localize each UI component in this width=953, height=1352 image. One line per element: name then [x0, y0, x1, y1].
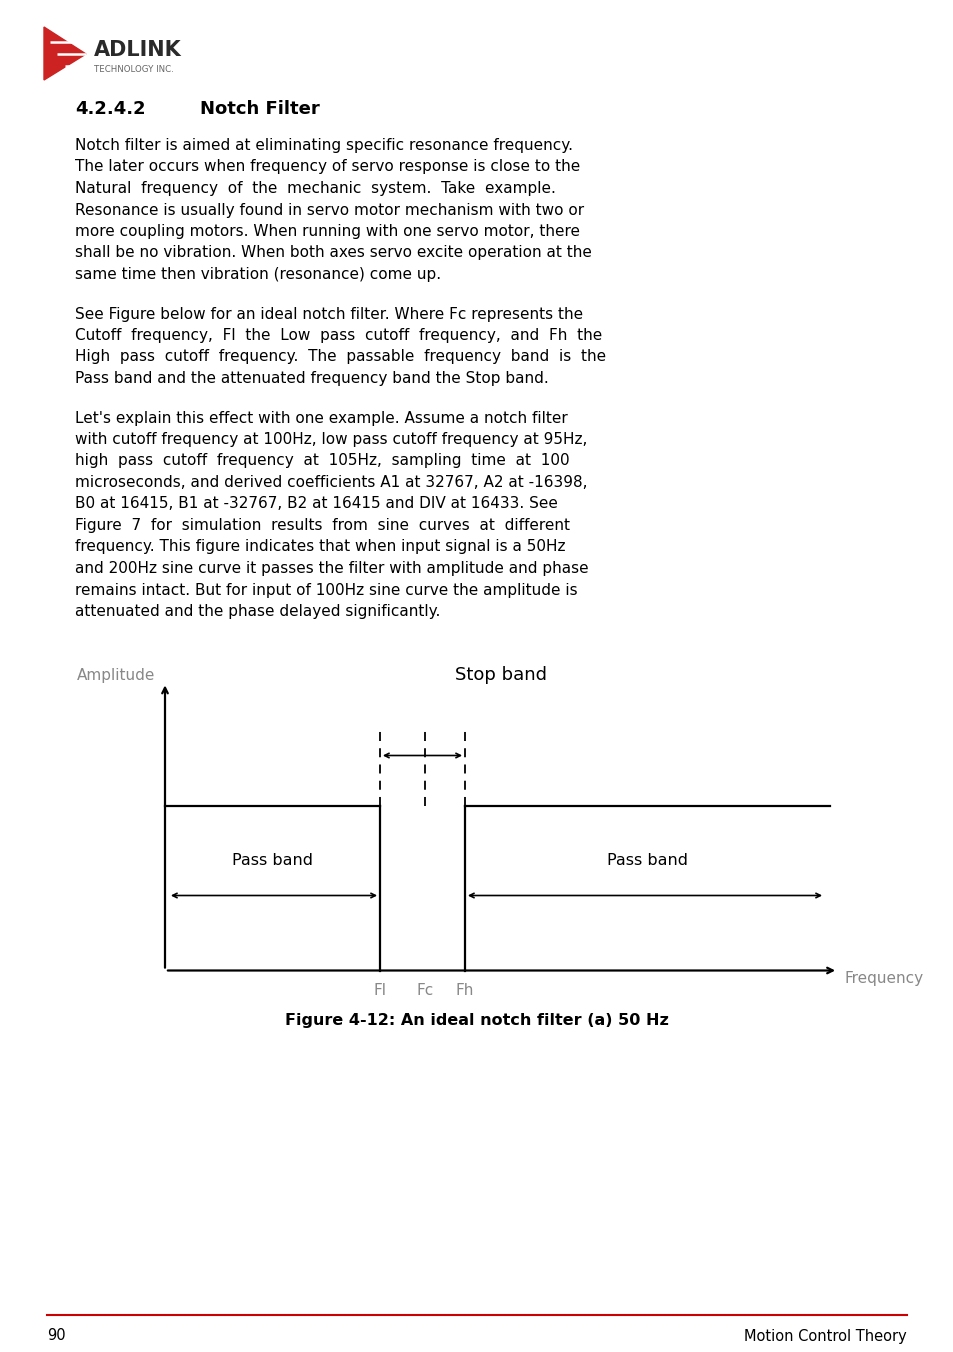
- Text: Stop band: Stop band: [455, 667, 546, 684]
- Text: Amplitude: Amplitude: [76, 668, 154, 683]
- Text: Pass band: Pass band: [232, 853, 313, 868]
- Text: High  pass  cutoff  frequency.  The  passable  frequency  band  is  the: High pass cutoff frequency. The passable…: [75, 350, 605, 365]
- Text: Let's explain this effect with one example. Assume a notch filter: Let's explain this effect with one examp…: [75, 411, 567, 426]
- Text: ADLINK: ADLINK: [94, 41, 182, 59]
- Text: Notch Filter: Notch Filter: [200, 100, 319, 118]
- Text: microseconds, and derived coefficients A1 at 32767, A2 at -16398,: microseconds, and derived coefficients A…: [75, 475, 587, 489]
- Text: more coupling motors. When running with one servo motor, there: more coupling motors. When running with …: [75, 224, 579, 239]
- Text: frequency. This figure indicates that when input signal is a 50Hz: frequency. This figure indicates that wh…: [75, 539, 565, 554]
- Text: Figure 4-12: An ideal notch filter (a) 50 Hz: Figure 4-12: An ideal notch filter (a) 5…: [285, 1013, 668, 1028]
- Text: Resonance is usually found in servo motor mechanism with two or: Resonance is usually found in servo moto…: [75, 203, 583, 218]
- Text: Fl: Fl: [374, 983, 386, 998]
- Text: Motion Control Theory: Motion Control Theory: [743, 1329, 906, 1344]
- Text: high  pass  cutoff  frequency  at  105Hz,  sampling  time  at  100: high pass cutoff frequency at 105Hz, sam…: [75, 453, 569, 469]
- Text: The later occurs when frequency of servo response is close to the: The later occurs when frequency of servo…: [75, 160, 579, 174]
- Text: and 200Hz sine curve it passes the filter with amplitude and phase: and 200Hz sine curve it passes the filte…: [75, 561, 588, 576]
- Text: B0 at 16415, B1 at -32767, B2 at 16415 and DIV at 16433. See: B0 at 16415, B1 at -32767, B2 at 16415 a…: [75, 496, 558, 511]
- Text: with cutoff frequency at 100Hz, low pass cutoff frequency at 95Hz,: with cutoff frequency at 100Hz, low pass…: [75, 433, 587, 448]
- Text: same time then vibration (resonance) come up.: same time then vibration (resonance) com…: [75, 266, 440, 283]
- Text: shall be no vibration. When both axes servo excite operation at the: shall be no vibration. When both axes se…: [75, 246, 591, 261]
- Text: Frequency: Frequency: [844, 971, 923, 986]
- Text: Pass band: Pass band: [606, 853, 687, 868]
- Text: TECHNOLOGY INC.: TECHNOLOGY INC.: [94, 65, 173, 73]
- Text: 4.2.4.2: 4.2.4.2: [75, 100, 146, 118]
- Text: Pass band and the attenuated frequency band the Stop band.: Pass band and the attenuated frequency b…: [75, 370, 548, 387]
- Text: Natural  frequency  of  the  mechanic  system.  Take  example.: Natural frequency of the mechanic system…: [75, 181, 556, 196]
- Text: Fh: Fh: [456, 983, 474, 998]
- Text: Figure  7  for  simulation  results  from  sine  curves  at  different: Figure 7 for simulation results from sin…: [75, 518, 569, 533]
- Text: 90: 90: [47, 1329, 66, 1344]
- Text: Fc: Fc: [416, 983, 434, 998]
- Text: Cutoff  frequency,  Fl  the  Low  pass  cutoff  frequency,  and  Fh  the: Cutoff frequency, Fl the Low pass cutoff…: [75, 329, 601, 343]
- Text: See Figure below for an ideal notch filter. Where Fc represents the: See Figure below for an ideal notch filt…: [75, 307, 582, 322]
- Text: attenuated and the phase delayed significantly.: attenuated and the phase delayed signifi…: [75, 604, 440, 619]
- Text: Notch filter is aimed at eliminating specific resonance frequency.: Notch filter is aimed at eliminating spe…: [75, 138, 573, 153]
- Polygon shape: [44, 27, 86, 80]
- Text: remains intact. But for input of 100Hz sine curve the amplitude is: remains intact. But for input of 100Hz s…: [75, 583, 577, 598]
